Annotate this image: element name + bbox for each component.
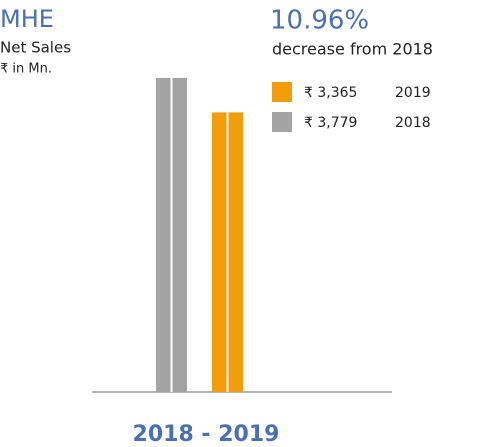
- annotation-value: 10.96%: [270, 6, 369, 36]
- unit-label: ₹ in Mn.: [0, 62, 52, 77]
- legend-label: 2019: [395, 85, 431, 101]
- legend-swatch: [272, 112, 292, 132]
- legend-swatch: [272, 82, 292, 102]
- legend-value: ₹ 3,779: [304, 115, 357, 131]
- chart-title: MHE: [0, 5, 54, 33]
- chart-subtitle: Net Sales: [0, 39, 71, 57]
- legend-value: ₹ 3,365: [304, 85, 357, 101]
- legend-label: 2018: [395, 115, 431, 131]
- annotation-text: decrease from 2018: [272, 40, 433, 59]
- x-axis-label: 2018 - 2019: [133, 422, 280, 447]
